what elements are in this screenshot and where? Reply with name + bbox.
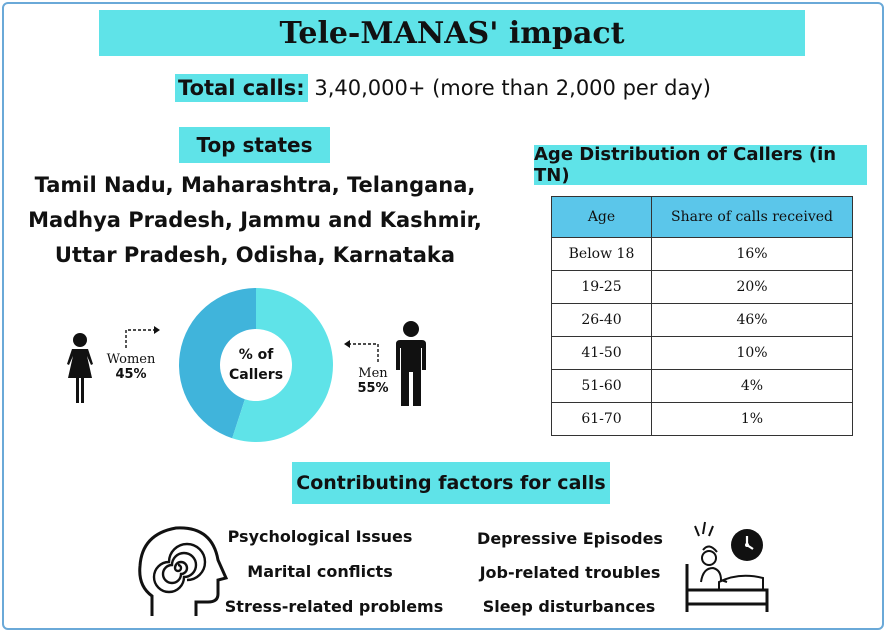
share-cell: 16%	[651, 237, 853, 271]
table-row: 51-60 4%	[551, 369, 853, 403]
top-states-list: Tamil Nadu, Maharashtra, Telangana, Madh…	[20, 168, 490, 273]
table-row: Below 18 16%	[551, 237, 853, 271]
states-line: Madhya Pradesh, Jammu and Kashmir,	[28, 208, 482, 232]
total-calls: Total calls: 3,40,000+ (more than 2,000 …	[0, 74, 886, 102]
table-row: 19-25 20%	[551, 270, 853, 304]
share-cell: 1%	[651, 402, 853, 436]
man-icon	[396, 321, 426, 406]
men-name: Men	[358, 366, 388, 381]
callers-donut: % of Callers	[178, 287, 334, 443]
factor-item: Marital conflicts	[247, 562, 393, 581]
age-cell: 19-25	[551, 270, 652, 304]
total-calls-value: 3,40,000+ (more than 2,000 per day)	[314, 76, 711, 100]
age-cell: 26-40	[551, 303, 652, 337]
page-title: Tele-MANAS' impact	[279, 15, 625, 51]
donut-title: % of Callers	[228, 347, 284, 383]
table-row: 26-40 46%	[551, 303, 853, 337]
clock-icon	[731, 529, 763, 561]
donut-slice-men	[232, 288, 334, 442]
arrow-icon	[344, 340, 379, 362]
age-cell: 41-50	[551, 336, 652, 370]
factors-heading: Contributing factors for calls	[292, 462, 610, 504]
factor-item: Stress-related problems	[224, 597, 444, 616]
table-row: 61-70 1%	[551, 402, 853, 436]
top-states-heading: Top states	[179, 127, 330, 163]
top-states-heading-text: Top states	[196, 133, 313, 157]
age-cell: 51-60	[551, 369, 652, 403]
men-label: Men 55%	[350, 366, 396, 396]
factors-heading-text: Contributing factors for calls	[296, 472, 606, 494]
women-label: Women 45%	[100, 352, 162, 382]
table-row: 41-50 10%	[551, 336, 853, 370]
states-line: Uttar Pradesh, Odisha, Karnataka	[54, 243, 456, 267]
total-calls-label: Total calls:	[175, 74, 308, 102]
age-table-title-text: Age Distribution of Callers (in TN)	[534, 144, 837, 186]
states-line: Tamil Nadu, Maharashtra, Telangana,	[34, 173, 476, 197]
age-cell: Below 18	[551, 237, 652, 271]
donut-slice-women	[179, 288, 256, 439]
factor-item: Job-related troubles	[479, 563, 661, 582]
column-header-age: Age	[551, 196, 652, 238]
women-percent: 45%	[115, 367, 147, 382]
men-percent: 55%	[357, 381, 389, 396]
head-spiral-icon	[138, 526, 228, 616]
age-cell: 61-70	[551, 402, 652, 436]
sleepless-bed-icon	[685, 521, 769, 612]
share-cell: 20%	[651, 270, 853, 304]
share-cell: 46%	[651, 303, 853, 337]
title-banner: Tele-MANAS' impact	[99, 10, 805, 56]
women-name: Women	[106, 352, 156, 367]
arrow-icon	[125, 326, 160, 348]
age-table-title: Age Distribution of Callers (in TN)	[534, 144, 867, 186]
column-header-share: Share of calls received	[651, 196, 853, 238]
donut-center-label: % of Callers	[178, 287, 334, 443]
share-cell: 4%	[651, 369, 853, 403]
age-distribution-table: Age Share of calls received Below 18 16% …	[551, 196, 853, 436]
factor-item: Psychological Issues	[227, 527, 413, 546]
factor-item: Sleep disturbances	[482, 597, 656, 616]
share-cell: 10%	[651, 336, 853, 370]
factor-item: Depressive Episodes	[477, 529, 663, 548]
woman-icon	[67, 333, 93, 403]
